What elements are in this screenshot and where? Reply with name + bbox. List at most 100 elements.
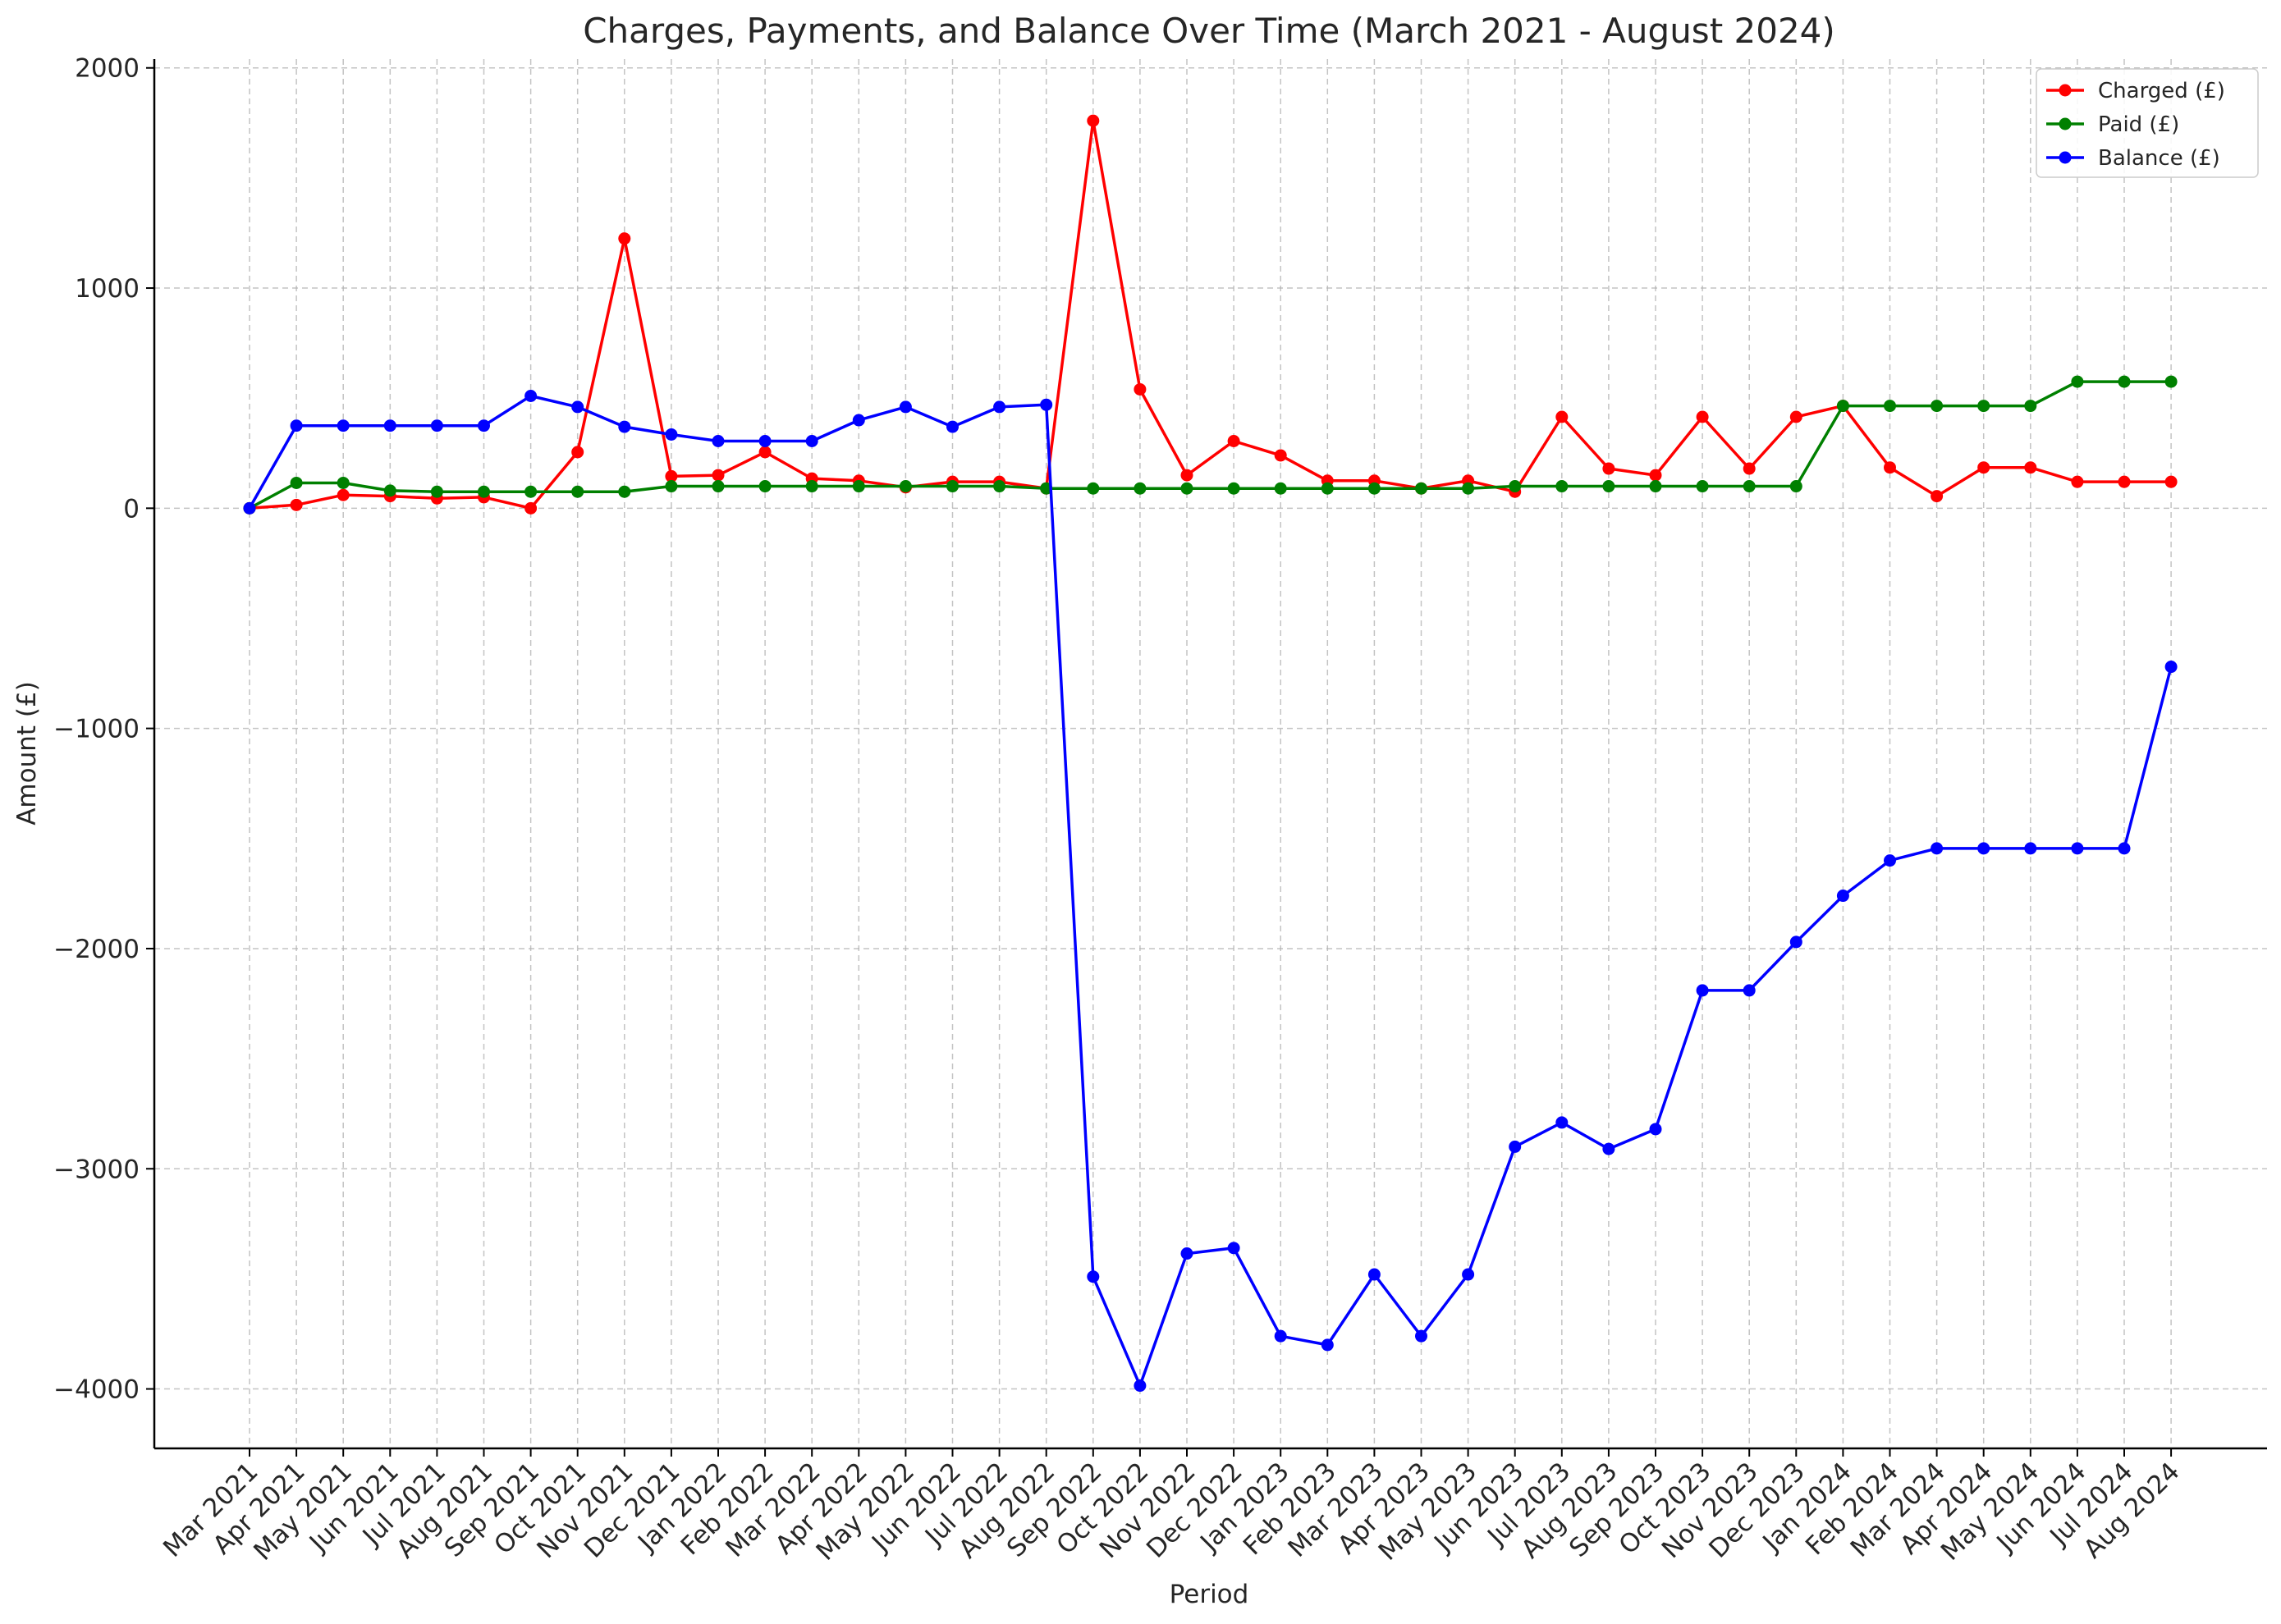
legend-swatch-marker (2059, 151, 2072, 164)
data-point-balance (618, 420, 631, 433)
data-point-balance (1367, 1268, 1381, 1281)
y-axis-ticks: 2000 1000 0 −1000 −2000 −3000 −4000 (53, 54, 154, 1405)
data-point-paid (805, 480, 818, 493)
data-point-balance (478, 419, 490, 432)
chart-title: Charges, Payments, and Balance Over Time… (583, 11, 1835, 51)
data-point-balance (383, 419, 396, 432)
legend-item-paid: Paid (£) (2046, 112, 2179, 137)
data-point-paid (1696, 480, 1709, 493)
data-point-paid (2118, 375, 2131, 388)
data-point-paid (524, 485, 538, 498)
data-point-balance (1087, 1270, 1100, 1283)
data-point-paid (1743, 480, 1756, 493)
data-point-balance (1555, 1116, 1569, 1129)
data-point-balance (2024, 842, 2037, 855)
data-point-charged (618, 232, 631, 245)
data-point-charged (1977, 461, 1990, 474)
data-point-charged (1180, 469, 1193, 482)
data-point-paid (665, 480, 678, 493)
series-line-charged (249, 119, 2172, 510)
data-point-balance (1931, 842, 1944, 855)
data-point-balance (2071, 842, 2084, 855)
data-point-balance (1977, 842, 1990, 855)
data-point-charged (524, 501, 538, 515)
data-point-charged (712, 469, 725, 482)
series-balance (243, 390, 2178, 1393)
data-point-charged (2071, 475, 2084, 488)
data-point-paid (430, 485, 443, 498)
data-point-charged (758, 446, 772, 459)
data-point-balance (243, 501, 256, 515)
data-point-balance (571, 400, 584, 414)
y-tick-label: −2000 (53, 935, 140, 964)
data-point-balance (946, 420, 959, 433)
data-point-balance (2118, 842, 2131, 855)
data-point-balance (1509, 1140, 1522, 1153)
y-tick-label: −4000 (53, 1375, 140, 1405)
data-point-paid (852, 480, 865, 493)
data-point-paid (1087, 482, 1100, 495)
data-point-balance (430, 419, 443, 432)
data-point-charged (2024, 461, 2037, 474)
data-point-charged (290, 498, 303, 511)
data-point-balance (993, 400, 1006, 414)
data-point-paid (1227, 482, 1240, 495)
data-point-paid (1415, 482, 1427, 495)
legend-label: Paid (£) (2098, 112, 2179, 137)
series (243, 114, 2178, 1393)
series-charged (243, 114, 2178, 515)
data-point-paid (993, 480, 1006, 493)
data-point-charged (1931, 490, 1944, 503)
data-point-paid (946, 480, 959, 493)
y-tick-label: −1000 (53, 715, 140, 744)
y-tick-label: 2000 (75, 54, 140, 84)
grid (154, 59, 2267, 1448)
data-point-balance (712, 435, 725, 448)
data-point-charged (1789, 410, 1802, 423)
data-point-paid (290, 476, 303, 489)
legend-label: Balance (£) (2098, 146, 2220, 171)
data-point-paid (712, 480, 725, 493)
data-point-paid (1602, 480, 1615, 493)
data-point-balance (2164, 661, 2178, 674)
data-point-balance (665, 428, 678, 441)
data-point-balance (290, 419, 303, 432)
data-point-paid (1555, 480, 1569, 493)
data-point-balance (758, 435, 772, 448)
legend-swatch-marker (2059, 84, 2072, 97)
legend-label: Charged (£) (2098, 79, 2225, 103)
data-point-paid (1321, 482, 1334, 495)
data-point-paid (2071, 375, 2084, 388)
data-point-balance (1789, 936, 1802, 949)
data-point-charged (1649, 469, 1662, 482)
data-point-charged (665, 469, 678, 483)
data-point-charged (1274, 449, 1287, 462)
legend-item-balance: Balance (£) (2046, 146, 2220, 171)
y-tick-label: 1000 (75, 274, 140, 304)
data-point-balance (1696, 984, 1709, 997)
y-tick-label: 0 (123, 494, 140, 524)
legend: Charged (£) Paid (£) Balance (£) (2036, 68, 2259, 178)
data-point-paid (1977, 400, 1990, 413)
legend-item-charged: Charged (£) (2046, 79, 2225, 103)
data-point-charged (337, 488, 350, 501)
data-point-balance (852, 414, 865, 427)
data-point-paid (2164, 375, 2178, 388)
data-point-balance (1040, 398, 1053, 411)
data-point-charged (2164, 475, 2178, 488)
data-point-balance (1649, 1123, 1662, 1136)
data-point-balance (1462, 1268, 1475, 1281)
legend-swatch-marker (2059, 117, 2072, 130)
data-point-balance (1134, 1379, 1147, 1393)
series-line-balance (248, 394, 2173, 1388)
data-point-paid (1509, 480, 1522, 493)
data-point-balance (899, 400, 912, 414)
data-point-paid (337, 476, 350, 489)
data-point-paid (758, 480, 772, 493)
data-point-balance (1274, 1329, 1287, 1343)
data-point-charged (1134, 382, 1147, 396)
data-point-paid (1931, 400, 1944, 413)
